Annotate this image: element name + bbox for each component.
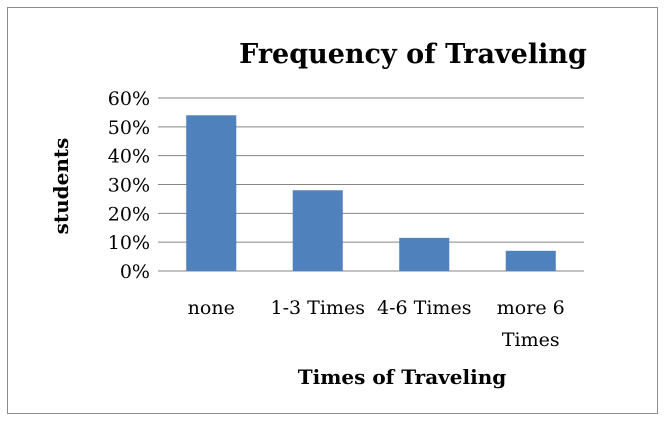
- bars: [186, 115, 556, 271]
- x-tick-label: 1-3 Times: [271, 297, 365, 319]
- y-axis-title: students: [49, 138, 73, 235]
- x-tick-label: Times: [502, 329, 560, 351]
- x-tick-label: 4-6 Times: [377, 297, 471, 319]
- y-tick-labels: 0% 10% 20% 30% 40% 50% 60%: [108, 88, 150, 283]
- y-tick-label: 30%: [108, 175, 150, 197]
- x-axis-title: Times of Traveling: [298, 365, 507, 389]
- y-tick-label: 10%: [108, 232, 150, 254]
- y-tick-label: 0%: [120, 261, 150, 283]
- bar: [399, 237, 450, 271]
- x-tick-label: more 6: [497, 297, 565, 319]
- bar: [505, 250, 556, 271]
- y-tick-label: 50%: [108, 117, 150, 139]
- bar: [292, 190, 343, 271]
- bar: [186, 115, 237, 271]
- x-tick-label: none: [188, 297, 235, 319]
- x-tick-labels: none 1-3 Times 4-6 Times more 6 Times: [188, 297, 565, 351]
- chart-title: Frequency of Traveling: [239, 39, 587, 70]
- y-tick-label: 60%: [108, 88, 150, 110]
- y-tick-label: 20%: [108, 203, 150, 225]
- y-tick-label: 40%: [108, 146, 150, 168]
